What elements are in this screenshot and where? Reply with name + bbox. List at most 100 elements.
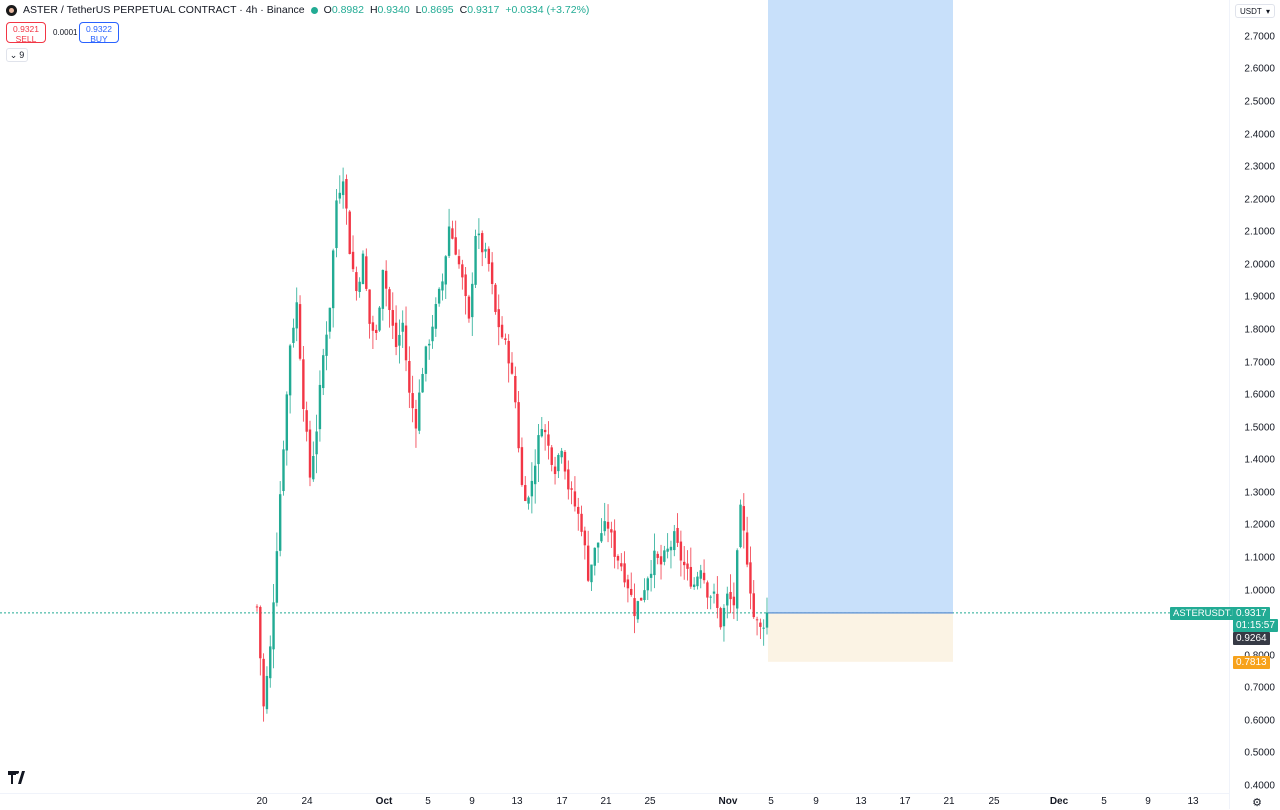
price-tick: 2.2000 [1244, 194, 1275, 206]
time-axis[interactable]: 20 24 Oct 5 9 13 17 21 25 Nov 5 9 13 17 21 25 Dec 5 9 13 [0, 793, 1229, 810]
price-tick: 2.0000 [1244, 259, 1275, 271]
candle-body [394, 322, 398, 347]
time-tick: 5 [425, 796, 431, 807]
candle-body [471, 283, 474, 318]
candle-body [414, 409, 418, 429]
candle-body [643, 590, 646, 601]
price-tick: 0.6000 [1244, 715, 1275, 727]
chart-canvas[interactable] [0, 0, 1229, 793]
candle-body [729, 591, 732, 600]
time-tick: 21 [600, 796, 612, 807]
candle-body [408, 361, 411, 393]
price-tick: 1.0000 [1244, 585, 1275, 597]
candle-body [315, 431, 318, 455]
aster-logo-icon [6, 4, 17, 16]
candle-body [547, 434, 550, 446]
candle-body [722, 607, 726, 627]
candle-body [259, 606, 262, 659]
candle-body [510, 362, 514, 374]
price-tick: 1.8000 [1244, 324, 1275, 336]
candle-body [487, 248, 491, 264]
candle-body [282, 449, 285, 492]
candle-body [404, 325, 408, 361]
time-tick: 17 [899, 796, 911, 807]
candle-body [553, 466, 557, 475]
candle-body [401, 322, 404, 332]
candle-body [497, 309, 500, 328]
sell-button[interactable]: 0.9321 SELL [6, 22, 46, 44]
candle-body [709, 596, 712, 598]
price-tick: 1.1000 [1244, 552, 1275, 564]
market-open-icon [310, 6, 318, 14]
candle-body [742, 506, 746, 531]
time-tick: 13 [855, 796, 867, 807]
candle-body [302, 359, 305, 410]
price-change: +0.0334 (+3.72%) [505, 4, 590, 16]
crosshair-price-label: 0.9264 [1233, 632, 1270, 645]
candle-body [255, 606, 259, 608]
candle-body [384, 270, 388, 289]
candle-body [418, 392, 421, 431]
candle-body [368, 289, 371, 324]
candle-body [533, 465, 537, 485]
price-tick: 2.4000 [1244, 129, 1275, 141]
symbol-title[interactable]: ASTER / TetherUS PERPETUAL CONTRACT · 4h… [23, 4, 305, 16]
settings-gear-icon[interactable]: ⚙ [1252, 797, 1262, 809]
tradingview-logo-icon[interactable] [8, 770, 30, 787]
price-tick: 2.7000 [1244, 31, 1275, 43]
time-tick: 17 [556, 796, 568, 807]
candle-body [345, 179, 348, 209]
symbol-price-label: ASTERUSDT.P [1170, 607, 1242, 620]
time-tick: 13 [511, 796, 523, 807]
candle-body [739, 504, 742, 548]
candle-body [500, 324, 504, 338]
candle-body [696, 576, 699, 587]
target-zone[interactable] [768, 0, 953, 613]
stop-zone[interactable] [768, 612, 953, 662]
time-tick: 21 [943, 796, 955, 807]
candle-body [480, 233, 484, 253]
price-tick: 1.2000 [1244, 519, 1275, 531]
candle-body [702, 572, 706, 581]
candle-body [477, 233, 481, 236]
candle-body [716, 593, 719, 608]
candle-body [365, 256, 368, 289]
candle-body [441, 281, 444, 291]
candle-body [726, 593, 729, 606]
price-tick: 1.5000 [1244, 422, 1275, 434]
candle-body [755, 619, 759, 621]
candle-body [351, 251, 355, 270]
chevron-down-icon: ⌄ [9, 49, 18, 60]
price-tick: 2.6000 [1244, 63, 1275, 75]
candle-body [577, 506, 580, 514]
candle-body [613, 530, 616, 557]
candle-body [278, 494, 282, 551]
price-axis[interactable]: USDT ▾ 2.7000 2.6000 2.5000 2.4000 2.3000 2.2… [1229, 0, 1280, 809]
time-tick: 25 [988, 796, 1000, 807]
candle-body [378, 307, 381, 331]
candle-body [437, 288, 441, 304]
price-tick: 1.7000 [1244, 357, 1275, 369]
candle-body [305, 410, 308, 432]
candle-body [699, 570, 702, 579]
time-tick: 9 [469, 796, 475, 807]
price-tick: 1.4000 [1244, 454, 1275, 466]
candle-body [262, 658, 265, 707]
currency-selector[interactable]: USDT ▾ [1235, 4, 1275, 18]
candle-body [765, 612, 769, 628]
candle-body [520, 447, 524, 485]
time-tick: Dec [1049, 796, 1069, 807]
candle-body [484, 249, 487, 252]
candle-body [623, 563, 626, 583]
price-tick: 2.3000 [1244, 161, 1275, 173]
indicators-toggle-button[interactable]: ⌄ 9 [6, 48, 28, 62]
candle-body [292, 327, 295, 343]
chart-area[interactable] [0, 0, 1229, 793]
candle-body [656, 553, 659, 558]
candle-body [298, 304, 302, 359]
candle-body [620, 563, 623, 567]
buy-button[interactable]: 0.9322 BUY [79, 22, 119, 44]
candle-body [593, 547, 596, 566]
chevron-down-icon: ▾ [1265, 6, 1270, 16]
candle-body [570, 488, 573, 490]
